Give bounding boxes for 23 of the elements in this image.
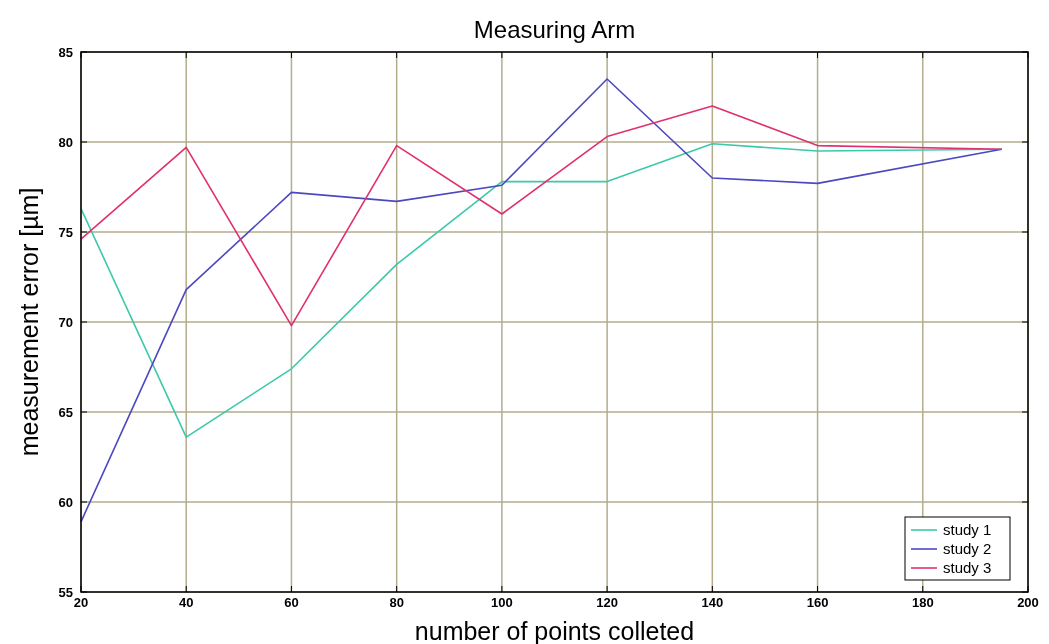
x-tick-label: 180 bbox=[911, 595, 934, 610]
legend-label: study 2 bbox=[943, 540, 992, 557]
legend-label: study 3 bbox=[943, 559, 992, 576]
y-tick-label: 85 bbox=[58, 45, 73, 60]
y-tick-label: 55 bbox=[58, 585, 73, 600]
y-axis-title: measurement error [µm] bbox=[15, 187, 43, 457]
x-tick-label: 80 bbox=[389, 595, 404, 610]
y-tick-label: 60 bbox=[58, 495, 73, 510]
x-tick-label: 60 bbox=[284, 595, 299, 610]
x-tick-label: 200 bbox=[1017, 595, 1039, 610]
y-tick-label: 80 bbox=[58, 135, 73, 150]
y-tick-label: 70 bbox=[58, 315, 73, 330]
x-tick-label: 100 bbox=[491, 595, 513, 610]
y-tick-label: 65 bbox=[58, 405, 73, 420]
legend-label: study 1 bbox=[943, 521, 992, 538]
x-tick-label: 40 bbox=[178, 595, 194, 610]
x-tick-label: 160 bbox=[806, 595, 829, 610]
x-tick-label: 140 bbox=[701, 595, 724, 610]
chart-title: Measuring Arm bbox=[473, 16, 636, 43]
x-tick-label: 20 bbox=[73, 595, 89, 610]
y-tick-label: 75 bbox=[58, 225, 73, 240]
line-series bbox=[80, 105, 1003, 327]
x-tick-label: 120 bbox=[596, 595, 618, 610]
